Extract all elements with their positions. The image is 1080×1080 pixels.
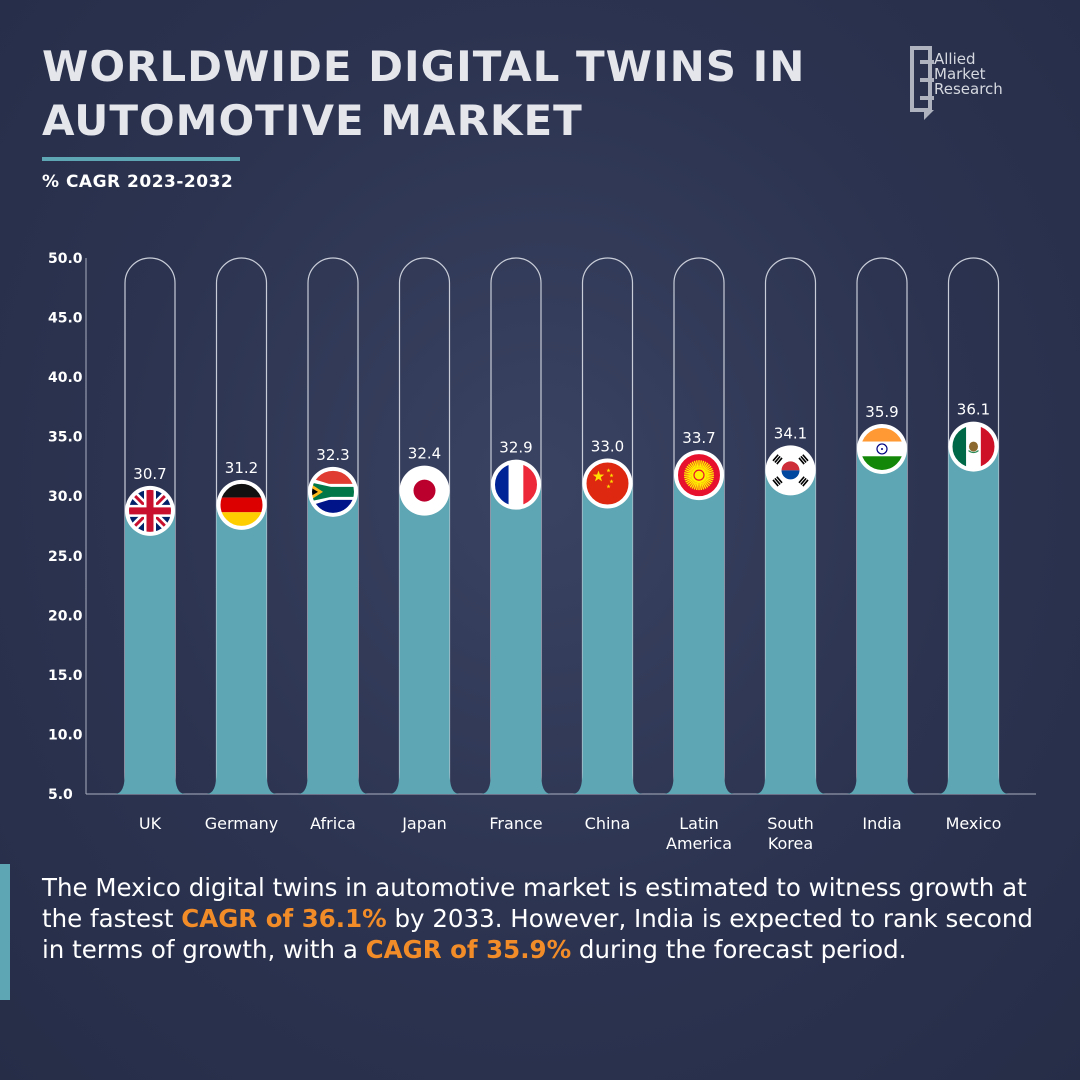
bar <box>938 423 1009 794</box>
bar-track <box>490 257 542 794</box>
bar <box>572 460 643 794</box>
x-tick-label: France <box>489 814 542 833</box>
bar-group: 32.4 Japan <box>389 257 460 833</box>
page-title: WORLDWIDE DIGITAL TWINS IN AUTOMOTIVE MA… <box>42 42 806 145</box>
y-tick-label: 35.0 <box>48 430 83 446</box>
south-korea-flag-icon <box>765 445 816 496</box>
callout-part-1: The Mexico digital twins in automotive m… <box>42 873 1027 933</box>
bar-group: 30.7 UK <box>115 257 185 833</box>
data-label: 32.9 <box>499 439 532 457</box>
y-tick-label: 50.0 <box>48 251 83 267</box>
bar-group: 33.7 Latin America <box>664 257 734 853</box>
bar-track <box>947 257 1000 794</box>
chart-subtitle: % CAGR 2023-2032 <box>42 172 234 192</box>
bar <box>755 447 826 794</box>
france-flag-icon <box>491 459 541 510</box>
data-label: 30.7 <box>133 465 166 483</box>
x-tick-label: Mexico <box>946 814 1002 833</box>
logo-line-1: Allied <box>934 50 976 68</box>
bar-track <box>215 257 268 794</box>
mexico-flag-icon <box>948 421 999 472</box>
south-africa-flag-icon <box>308 466 358 517</box>
kyrgyzstan-flag-icon <box>674 450 724 501</box>
data-label: 32.3 <box>316 446 349 464</box>
data-label: 31.2 <box>225 459 258 477</box>
bar-group: 36.1 Mexico <box>938 257 1009 833</box>
x-tick-label: Africa <box>310 814 356 833</box>
title-underline <box>42 157 240 161</box>
callout-text: The Mexico digital twins in automotive m… <box>42 872 1062 965</box>
bar-group: 35.9 India <box>847 257 917 833</box>
x-tick-label: UK <box>139 814 162 833</box>
x-tick-label: Germany <box>205 814 279 833</box>
bar-group: 31.2 Germany <box>205 257 279 833</box>
callout-accent-bar <box>0 864 10 1000</box>
bar <box>481 461 551 794</box>
bar <box>389 467 460 794</box>
bar-group: 32.9 France <box>481 257 551 833</box>
data-label: 35.9 <box>865 403 898 421</box>
logo-wordmark: Allied Market Research <box>934 52 1003 97</box>
data-label: 36.1 <box>957 401 990 419</box>
x-tick-label: India <box>862 814 901 833</box>
bar-series: 30.7 UK 31.2 Germany 32.3 Africa 32.4 Japan 32.9… <box>115 257 1009 853</box>
bar-track <box>124 257 176 794</box>
logo-line-2: Market <box>934 65 986 83</box>
x-tick-label: Latin America <box>666 814 732 853</box>
logo-mark-icon <box>910 46 934 120</box>
callout-part-2: by 2033. However, India is expected to r… <box>42 904 1033 964</box>
bar-track <box>307 257 359 794</box>
bar-track <box>764 257 817 794</box>
y-tick-label: 40.0 <box>48 370 83 386</box>
germany-flag-icon <box>216 479 267 530</box>
bar-group: 34.1 South Korea <box>755 257 826 853</box>
bar-group: 32.3 Africa <box>298 257 368 833</box>
y-tick-label: 30.0 <box>48 489 83 505</box>
bar <box>847 425 917 794</box>
bar-track <box>856 257 908 794</box>
japan-flag-icon <box>399 465 450 516</box>
bar-chart: 50.045.040.035.030.025.020.015.010.05.0 … <box>48 251 1036 853</box>
x-tick-label: Japan <box>401 814 447 833</box>
data-label: 33.7 <box>682 429 715 447</box>
data-label: 33.0 <box>591 437 624 455</box>
bar-group: 33.0 China <box>572 257 643 833</box>
brand-logo: Allied Market Research <box>910 46 1050 122</box>
bar <box>298 468 368 794</box>
x-tick-label: South Korea <box>767 814 814 853</box>
y-axis: 50.0 45.0 40.0 35.0 30.0 25.0 20.0 15.0 10.0 5.0 <box>48 251 1036 803</box>
bar <box>206 481 277 794</box>
y-tick-label: 15.0 <box>48 668 83 684</box>
callout-highlight-1: CAGR of 36.1% <box>181 904 387 933</box>
uk-flag-icon <box>125 485 175 536</box>
y-tick-label: 20.0 <box>48 608 83 624</box>
india-flag-icon <box>857 423 907 474</box>
china-flag-icon <box>582 458 633 509</box>
bar <box>115 487 185 794</box>
data-label: 34.1 <box>774 424 807 442</box>
bar <box>664 452 734 794</box>
data-label: 32.4 <box>408 445 441 463</box>
callout-part-3: during the forecast period. <box>571 935 907 964</box>
bar-track <box>581 257 634 794</box>
y-tick-label: 5.0 <box>48 787 73 803</box>
bar-track <box>398 257 451 794</box>
y-tick-label: 10.0 <box>48 727 83 743</box>
y-tick-label: 25.0 <box>48 549 83 565</box>
logo-line-3: Research <box>934 80 1003 98</box>
callout-highlight-2: CAGR of 35.9% <box>365 935 572 964</box>
x-tick-label: China <box>585 814 631 833</box>
bar-track <box>673 257 725 794</box>
y-tick-label: 45.0 <box>48 311 83 327</box>
